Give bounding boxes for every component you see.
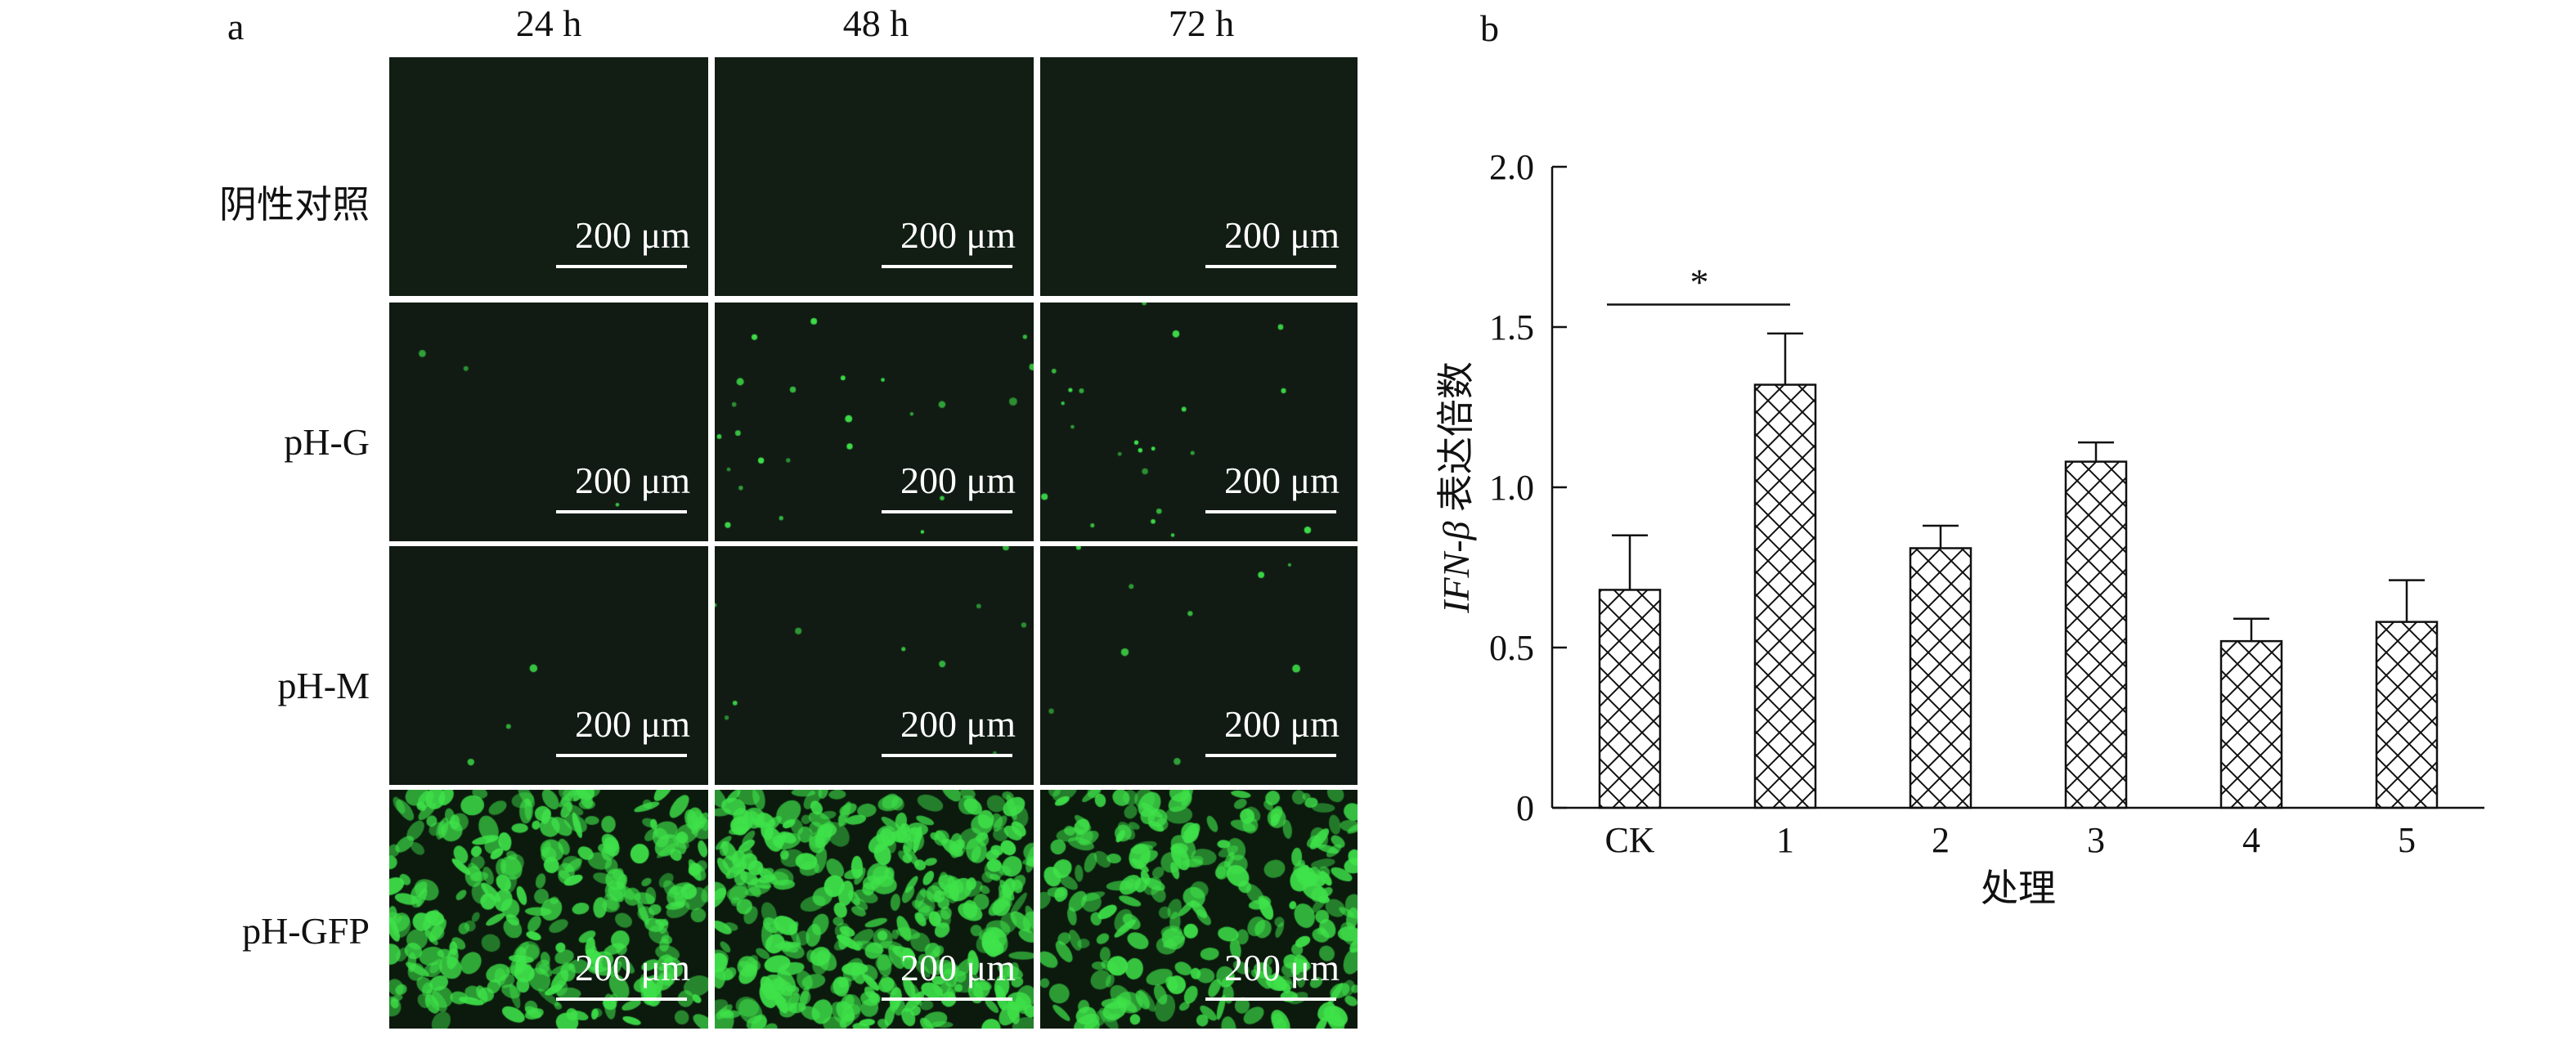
bar-CK xyxy=(1598,589,1662,809)
micrograph-ph-m-24h: 200 μm xyxy=(389,546,708,785)
scale-bar-label: 200 μm xyxy=(575,214,690,256)
x-tick-label: 2 xyxy=(1932,820,1950,860)
micrograph-ph-g-48h: 200 μm xyxy=(715,303,1034,541)
y-tick-label: 0 xyxy=(1516,788,1534,828)
scale-bar-label: 200 μm xyxy=(575,703,690,745)
scale-bar-label: 200 μm xyxy=(900,703,1016,745)
col-header-24h: 24 h xyxy=(515,2,582,44)
x-tick-label: 1 xyxy=(1776,820,1794,860)
y-ticks: 0 0.5 1.0 1.5 2.0 xyxy=(1489,147,1567,828)
bar-1 xyxy=(1753,383,1817,809)
scale-bar-label: 200 μm xyxy=(1224,947,1340,988)
y-tick-label: 1.5 xyxy=(1489,307,1534,347)
scale-bar xyxy=(556,754,687,757)
panel-b-bar-chart: b 0 0.5 1.0 1.5 2.0 CK 1 2 3 4 5 * IFN-β 表达倍数 处理 xyxy=(1390,0,2576,1040)
scale-bar xyxy=(1205,265,1336,268)
scale-bar xyxy=(1205,997,1336,1001)
scale-bar-label: 200 μm xyxy=(1224,459,1340,501)
panel-b-letter: b xyxy=(1480,7,1499,49)
bar-chart-svg: b 0 0.5 1.0 1.5 2.0 CK 1 2 3 4 5 * IFN-β 表达倍数 处理 xyxy=(1435,7,2484,909)
y-axis-title-rest: 表达倍数 xyxy=(1435,361,1477,522)
x-ticks: CK 1 2 3 4 5 xyxy=(1604,820,2416,860)
y-tick-label: 0.5 xyxy=(1489,628,1534,668)
micrograph-ph-gfp-24h: 200 μm xyxy=(389,790,708,1029)
scale-bar-label: 200 μm xyxy=(900,947,1016,988)
row-label-ph-g: pH-G xyxy=(284,421,370,463)
micrograph-ph-m-72h: 200 μm xyxy=(1040,546,1358,785)
x-tick-label: 3 xyxy=(2087,820,2105,860)
scale-bar xyxy=(556,265,687,268)
significance-layer: * xyxy=(1607,262,1790,306)
micrograph-ph-g-24h: 200 μm xyxy=(389,303,708,541)
micrograph-ph-gfp-48h: 200 μm xyxy=(715,790,1034,1029)
row-label-ph-m: pH-M xyxy=(277,665,370,706)
scale-bar xyxy=(556,510,687,513)
col-header-72h: 72 h xyxy=(1168,2,1235,44)
column-headers: 24 h 48 h 72 h xyxy=(389,2,1371,51)
bar-3 xyxy=(2064,460,2128,809)
micrograph-ph-g-72h: 200 μm xyxy=(1040,303,1358,541)
panel-a-microscopy: a 24 h 48 h 72 h 阴性对照 pH-G pH-M pH-GFP 2… xyxy=(219,2,1371,1029)
bar-2 xyxy=(1909,547,1972,809)
bar-5 xyxy=(2375,621,2439,809)
y-tick-label: 1.0 xyxy=(1489,468,1534,508)
scale-bar-label: 200 μm xyxy=(1224,703,1340,745)
scale-bar xyxy=(882,510,1012,513)
x-tick-label: 4 xyxy=(2242,820,2260,860)
scale-bar-label: 200 μm xyxy=(575,947,690,988)
row-label-negative-control: 阴性对照 xyxy=(219,184,370,226)
significance-star: * xyxy=(1690,262,1709,303)
scale-bar-label: 200 μm xyxy=(900,214,1016,256)
col-header-48h: 48 h xyxy=(842,2,909,44)
bars-layer xyxy=(1598,332,2439,809)
scale-bar-label: 200 μm xyxy=(575,459,690,501)
micrograph-negative-72h: 200 μm xyxy=(1040,57,1358,296)
x-tick-label: CK xyxy=(1604,820,1654,860)
row-label-ph-gfp: pH-GFP xyxy=(242,910,370,952)
micrograph-negative-24h: 200 μm xyxy=(389,57,708,296)
scale-bar xyxy=(556,997,687,1001)
x-axis-title: 处理 xyxy=(1981,867,2056,909)
scale-bar xyxy=(1205,510,1336,513)
x-tick-label: 5 xyxy=(2398,820,2416,860)
y-axis-title-gene: IFN-β xyxy=(1435,521,1477,613)
scale-bar xyxy=(882,997,1012,1001)
scale-bar xyxy=(1205,754,1336,757)
bar-4 xyxy=(2219,639,2283,809)
y-tick-label: 2.0 xyxy=(1489,147,1534,187)
panel-a-letter: a xyxy=(227,6,245,47)
scale-bar-label: 200 μm xyxy=(900,459,1016,501)
micrograph-ph-m-48h: 200 μm xyxy=(715,546,1034,785)
scale-bar-label: 200 μm xyxy=(1224,214,1340,256)
micrograph-ph-gfp-72h: 200 μm xyxy=(1040,790,1358,1029)
micrograph-negative-48h: 200 μm xyxy=(715,57,1034,296)
scale-bar xyxy=(882,754,1012,757)
scale-bar xyxy=(882,265,1012,268)
y-axis-title: IFN-β 表达倍数 xyxy=(1435,361,1477,614)
